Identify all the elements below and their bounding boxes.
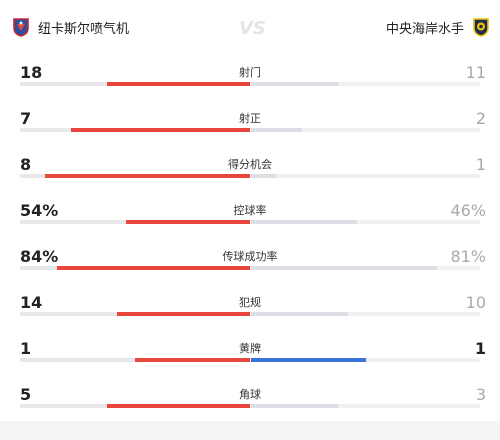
away-bar-track: [250, 404, 480, 408]
home-bar: [126, 220, 250, 224]
stat-row: 8 得分机会 1: [0, 155, 500, 201]
away-value: 1: [475, 155, 486, 174]
away-team[interactable]: 中央海岸水手: [386, 17, 490, 37]
away-bar-track: [250, 312, 480, 316]
home-value: 18: [20, 63, 43, 82]
away-value: 46%: [450, 201, 486, 220]
away-bar: [251, 266, 437, 270]
away-bar-track: [250, 220, 480, 224]
away-value: 2: [475, 109, 486, 128]
home-bar: [135, 358, 250, 362]
stat-row: 18 射门 11: [0, 63, 500, 109]
away-value: 81%: [450, 247, 486, 266]
home-value: 1: [20, 339, 32, 358]
stat-row: 1 黄牌 1: [0, 339, 500, 385]
stat-row: 7 射正 2: [0, 109, 500, 155]
away-bar: [251, 404, 338, 408]
footer-strip: [0, 421, 500, 440]
stat-row: 5 角球 3: [0, 385, 500, 431]
stat-label: 黄牌: [239, 342, 261, 355]
central-coast-mariners-logo-icon: [473, 18, 489, 37]
away-bar: [251, 128, 302, 132]
home-value: 54%: [20, 201, 59, 220]
away-value: 1: [474, 339, 486, 358]
home-value: 14: [20, 293, 43, 312]
away-value: 10: [465, 293, 486, 312]
stat-label: 角球: [239, 388, 261, 401]
home-value: 8: [20, 155, 32, 174]
stat-label: 得分机会: [228, 158, 272, 171]
svg-text:VS: VS: [239, 18, 265, 38]
away-bar: [251, 358, 366, 362]
away-team-name: 中央海岸水手: [385, 21, 464, 37]
home-bar: [107, 82, 250, 86]
away-bar: [251, 220, 357, 224]
away-bar: [251, 82, 338, 86]
home-bar: [57, 266, 250, 270]
newcastle-jets-logo-icon: [13, 18, 29, 37]
match-header: 纽卡斯尔喷气机 VS 中央海岸水手: [0, 0, 500, 52]
away-value: 3: [475, 385, 486, 404]
home-bar: [45, 174, 250, 178]
stat-row: 54% 控球率 46%: [0, 201, 500, 247]
away-bar: [251, 174, 276, 178]
stat-row: 84% 传球成功率 81%: [0, 247, 500, 293]
home-bar: [107, 404, 250, 408]
home-value: 5: [20, 385, 32, 404]
away-bar-track: [250, 174, 480, 178]
stat-label: 传球成功率: [222, 250, 278, 263]
away-bar: [251, 312, 348, 316]
away-value: 11: [465, 63, 486, 82]
home-team-name: 纽卡斯尔喷气机: [38, 21, 130, 37]
home-team[interactable]: 纽卡斯尔喷气机: [12, 17, 129, 37]
home-value: 84%: [20, 247, 59, 266]
home-value: 7: [20, 109, 32, 128]
stat-label: 射门: [239, 66, 261, 79]
home-bar: [117, 312, 250, 316]
stat-label: 射正: [239, 112, 261, 125]
stat-label: 控球率: [233, 204, 267, 217]
stat-label: 犯规: [239, 296, 261, 309]
home-bar: [71, 128, 250, 132]
stat-row: 14 犯规 10: [0, 293, 500, 339]
vs-icon: VS: [239, 18, 265, 38]
away-bar-track: [250, 128, 480, 132]
away-bar-track: [250, 82, 480, 86]
